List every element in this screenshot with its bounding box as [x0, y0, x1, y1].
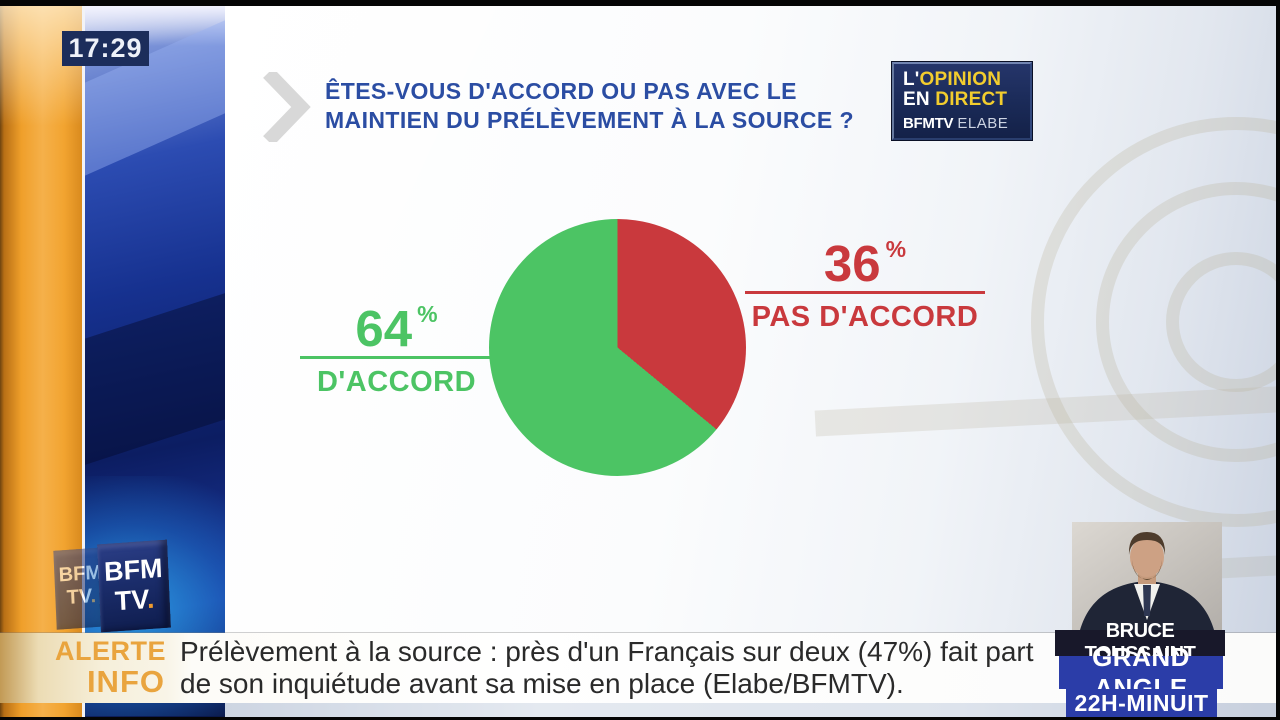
- disagree-value: 36%: [745, 223, 985, 290]
- clock-badge: 17:29: [62, 31, 149, 66]
- badge-brand-line: BFMTV ELABE: [903, 115, 1030, 132]
- chevron-right-icon: [263, 68, 311, 146]
- poll-question: ÊTES-VOUS D'ACCORD OU PAS AVEC LE MAINTI…: [325, 77, 854, 135]
- show-time: 22H-MINUIT: [1074, 689, 1209, 716]
- info-label: INFO: [86, 664, 165, 699]
- watermark-ring: [1031, 117, 1277, 527]
- clock-time: 17:29: [68, 33, 143, 63]
- show-name-band: GRAND ANGLE: [1059, 642, 1223, 703]
- disagree-label: PAS D'ACCORD: [751, 301, 979, 333]
- frame-top-bar: [0, 0, 1280, 6]
- agree-label: D'ACCORD: [316, 366, 477, 398]
- agree-percent-sign: %: [417, 301, 438, 327]
- show-time-band: 22H-MINUIT: [1066, 689, 1217, 717]
- agree-leader-line: [300, 356, 493, 359]
- ticker-headline-line1: Prélèvement à la source : près d'un Fran…: [180, 636, 1034, 667]
- bfmtv-dot: .: [89, 584, 97, 608]
- badge-brand: BFMTV: [903, 115, 954, 132]
- frame-bottom-bar: [0, 717, 1280, 720]
- disagree-number: 36: [823, 235, 881, 292]
- ticker-headline-line2: de son inquiétude avant sa mise en place…: [180, 668, 904, 699]
- disagree-stat: 36% PAS D'ACCORD: [745, 223, 985, 334]
- bfmtv-tv: TV: [114, 584, 148, 617]
- ticker-headline: Prélèvement à la source : près d'un Fran…: [180, 636, 1034, 700]
- badge-partner: ELABE: [957, 115, 1009, 132]
- bfmtv-logo-text-bottom: TV.: [99, 583, 170, 618]
- bfmtv-tv: TV: [66, 585, 91, 610]
- backdrop-glow: [0, 6, 82, 126]
- agree-value: 64%: [300, 288, 493, 355]
- opinion-en-direct-badge: L'OPINION EN DIRECT BFMTV ELABE: [892, 62, 1032, 140]
- studio-backdrop-orange-strip: [0, 6, 82, 717]
- bfmtv-dot: .: [146, 583, 155, 615]
- disagree-percent-sign: %: [885, 236, 907, 262]
- badge-line1-main: OPINION: [919, 69, 1002, 90]
- disagree-leader-line: [745, 291, 985, 294]
- badge-line2: EN DIRECT: [903, 90, 1030, 110]
- pie-chart: [489, 219, 746, 476]
- agree-stat: 64% D'ACCORD: [300, 288, 493, 399]
- badge-line2-prefix: EN: [903, 89, 936, 110]
- poll-question-line2: MAINTIEN DU PRÉLÈVEMENT À LA SOURCE ?: [325, 107, 854, 133]
- badge-line2-main: DIRECT: [935, 89, 1008, 110]
- bfmtv-logo: BFM TV.: [97, 539, 171, 633]
- poll-question-line1: ÊTES-VOUS D'ACCORD OU PAS AVEC LE: [325, 78, 797, 104]
- bfmtv-logo-text-top: BFM: [103, 552, 164, 588]
- alerte-label: ALERTE: [55, 636, 166, 666]
- agree-number: 64: [355, 300, 413, 357]
- alerte-info-badge: ALERTE INFO: [55, 636, 166, 699]
- badge-line1: L'OPINION: [903, 70, 1030, 90]
- backdrop-diagonal-dark: [85, 262, 225, 470]
- frame-right-bar: [1276, 0, 1280, 720]
- bottom-background-strip: [225, 703, 1277, 717]
- host-photo: [1072, 522, 1222, 630]
- badge-line1-prefix: L': [903, 69, 920, 90]
